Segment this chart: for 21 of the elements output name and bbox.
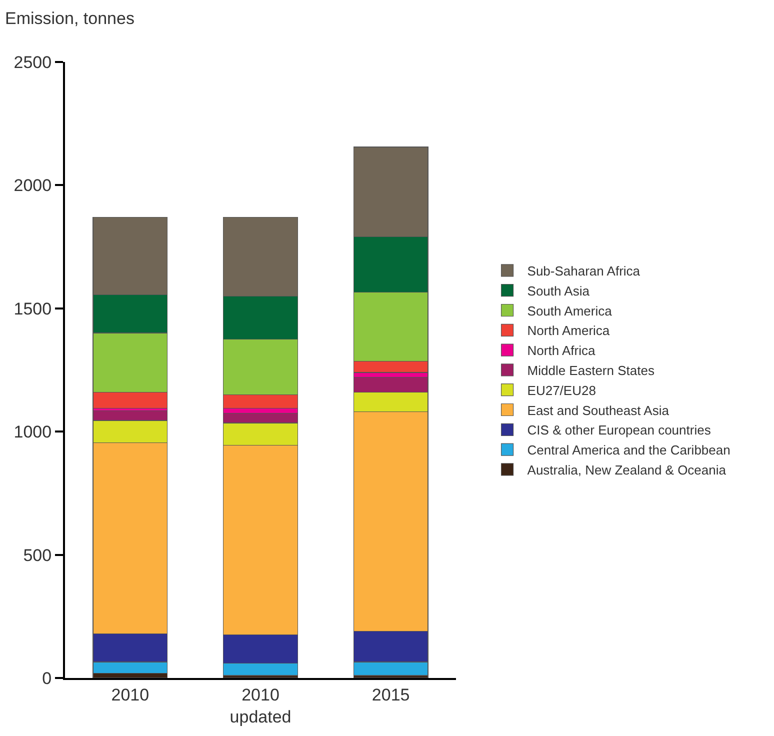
y-tick-label: 2000 <box>14 176 52 196</box>
y-tick-label: 2500 <box>14 52 52 72</box>
legend-label: Middle Eastern States <box>527 363 655 378</box>
x-tick-label: 2010 updated <box>230 685 292 726</box>
y-tick-label: 0 <box>42 668 52 688</box>
legend-label: Central America and the Caribbean <box>527 442 730 458</box>
x-tick-label: 2010 <box>111 685 150 704</box>
y-axis-title: Emission, tonnes <box>5 9 134 28</box>
legend-label: North America <box>527 323 610 338</box>
y-tick-label: 1000 <box>14 422 52 442</box>
y-tick-label: 1500 <box>14 299 52 318</box>
legend-label: Australia, New Zealand & Oceania <box>527 462 727 478</box>
legend-label: EU27/EU28 <box>527 382 596 398</box>
x-tick-label: 2015 <box>372 685 410 704</box>
legend-label: CIS & other European countries <box>527 422 712 438</box>
legend-label: South Asia <box>527 283 590 298</box>
legend-label: North Africa <box>527 343 596 358</box>
legend-label: Sub-Saharan Africa <box>527 264 641 279</box>
legend-label: East and Southeast Asia <box>527 402 670 418</box>
y-tick-label: 500 <box>23 546 52 565</box>
legend-label: South America <box>527 303 613 318</box>
